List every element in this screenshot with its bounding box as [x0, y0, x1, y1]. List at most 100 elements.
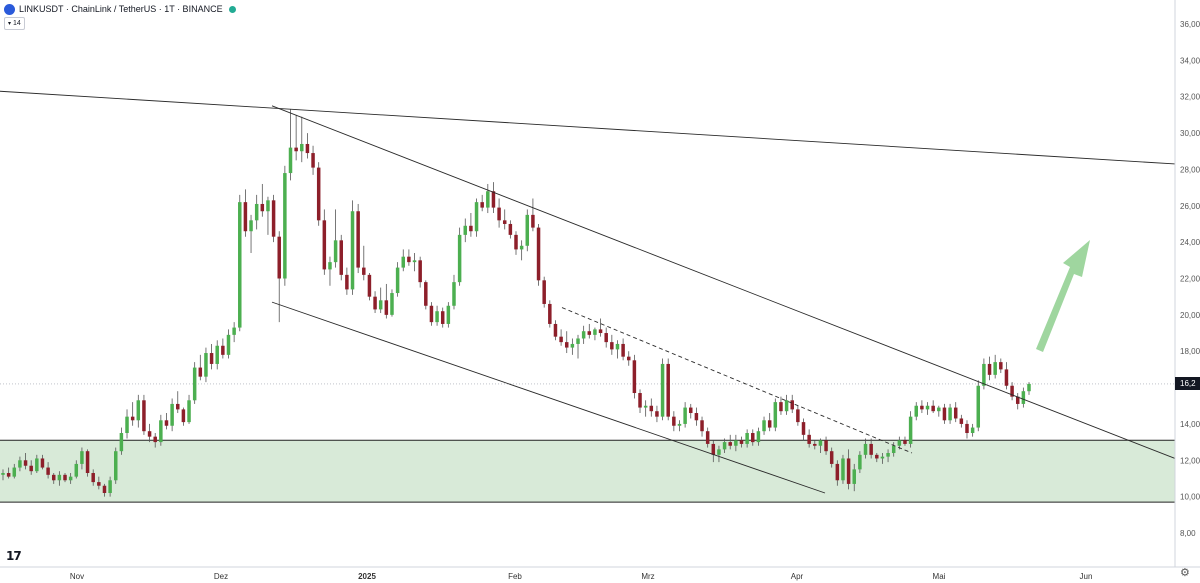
- candle-body: [914, 405, 919, 417]
- symbol-header[interactable]: LINKUSDT · ChainLink / TetherUS · 1T · B…: [4, 2, 236, 16]
- candle: [91, 469, 95, 486]
- candle-body: [232, 327, 236, 335]
- candle: [322, 209, 327, 275]
- time-tick-label: Apr: [791, 572, 804, 581]
- candle: [762, 416, 766, 435]
- candle: [29, 460, 33, 475]
- candle-body: [35, 458, 39, 472]
- candle: [125, 409, 129, 439]
- candle-body: [976, 385, 981, 428]
- price-tick-label: 12,00: [1180, 456, 1200, 465]
- candle-body: [91, 473, 95, 483]
- candle-body: [63, 474, 67, 481]
- candle: [835, 460, 840, 486]
- price-tick-label: 8,00: [1180, 529, 1196, 538]
- candle: [316, 162, 321, 226]
- candle-body: [773, 402, 778, 428]
- candle-body: [689, 407, 693, 414]
- candle-body: [491, 191, 496, 208]
- candle: [136, 394, 141, 428]
- candle-body: [801, 422, 806, 435]
- candle: [254, 194, 259, 230]
- candle: [846, 449, 851, 490]
- candle-body: [593, 329, 597, 335]
- indicator-value: 14: [13, 20, 21, 27]
- candle-body: [829, 451, 834, 464]
- trend-line[interactable]: [0, 90, 1176, 165]
- candle-body: [181, 409, 186, 423]
- candle-body: [446, 305, 451, 324]
- dashed-trend-line[interactable]: [561, 307, 913, 454]
- price-tick-label: 32,00: [1180, 93, 1200, 102]
- candle-body: [655, 411, 659, 417]
- indicator-badge[interactable]: ▾ 14: [4, 17, 25, 30]
- candle-body: [677, 423, 682, 426]
- candle-body: [508, 223, 513, 235]
- candle-body: [615, 343, 620, 350]
- candle-body: [762, 420, 766, 432]
- candle-body: [863, 443, 868, 455]
- candle: [74, 460, 79, 479]
- candle: [655, 405, 659, 423]
- candle-body: [564, 342, 569, 348]
- candle: [880, 453, 885, 464]
- candle-body: [407, 256, 411, 263]
- candle-body: [525, 214, 530, 246]
- candle: [113, 447, 118, 484]
- candle-body: [700, 420, 704, 432]
- candle: [796, 405, 800, 426]
- candle-body: [130, 416, 135, 421]
- candle: [1, 469, 5, 481]
- candle: [514, 231, 518, 255]
- candle-body: [576, 338, 580, 344]
- candle-body: [643, 405, 648, 408]
- candle-body: [903, 440, 907, 444]
- candle: [300, 116, 304, 163]
- candle-body: [238, 202, 242, 328]
- candle: [531, 198, 535, 232]
- candle-body: [519, 245, 524, 250]
- candle-body: [57, 474, 62, 481]
- candle-body: [897, 440, 902, 446]
- candle: [147, 423, 152, 443]
- trend-line[interactable]: [271, 105, 1176, 459]
- candle: [728, 434, 732, 450]
- candle: [350, 200, 355, 295]
- candle-body: [108, 480, 112, 494]
- trend-line[interactable]: [271, 301, 826, 494]
- candle: [739, 436, 744, 448]
- candle: [587, 323, 592, 339]
- candle: [333, 209, 338, 268]
- candle-body: [429, 305, 434, 323]
- candle: [221, 338, 225, 359]
- candle: [68, 473, 73, 484]
- gear-icon[interactable]: ⚙: [1180, 567, 1190, 579]
- candle: [40, 454, 45, 470]
- candle-body: [807, 434, 811, 444]
- candle: [401, 249, 406, 272]
- candle-body: [316, 167, 321, 221]
- candle-body: [649, 405, 654, 412]
- candle-body: [953, 407, 958, 419]
- candle-body: [311, 153, 315, 168]
- candle-body: [717, 449, 721, 455]
- candle: [576, 334, 580, 359]
- candle: [305, 133, 310, 159]
- candle: [249, 214, 253, 254]
- candle-body: [271, 200, 276, 237]
- candle: [266, 196, 270, 235]
- projection-arrow: [1036, 240, 1090, 352]
- candle: [660, 358, 665, 421]
- candle-body: [294, 147, 298, 152]
- candle: [232, 322, 236, 343]
- candle: [610, 334, 614, 355]
- candle: [153, 433, 157, 448]
- candle: [108, 476, 112, 497]
- candle: [987, 356, 992, 381]
- candle-body: [931, 405, 935, 412]
- candle: [970, 423, 975, 437]
- candle-body: [142, 400, 146, 432]
- candle-body: [993, 362, 997, 375]
- candle-body: [875, 454, 879, 459]
